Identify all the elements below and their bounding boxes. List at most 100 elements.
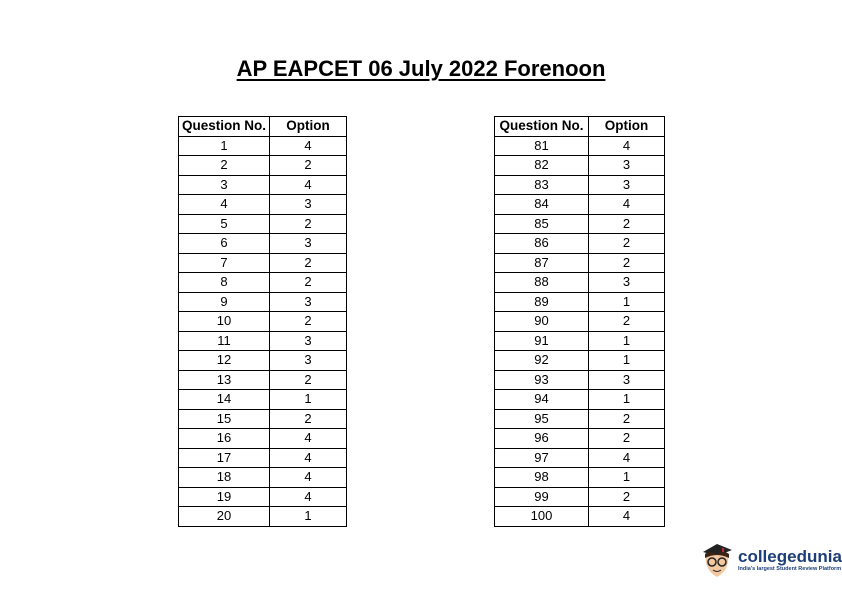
question-no-cell: 98	[494, 467, 589, 488]
option-cell: 4	[269, 174, 347, 195]
table-row: 84 4	[494, 194, 665, 215]
option-cell: 4	[269, 428, 347, 449]
option-cell: 2	[269, 272, 347, 293]
option-cell: 3	[269, 330, 347, 351]
question-no-cell: 12	[178, 350, 270, 371]
table-row: 12 3	[178, 350, 347, 371]
table-row: 10 2	[178, 311, 347, 332]
table-row: 95 2	[494, 408, 665, 429]
table-row: 18 4	[178, 467, 347, 488]
question-no-cell: 92	[494, 350, 589, 371]
option-cell: 1	[588, 389, 665, 410]
collegedunia-logo: collegedunia India's largest Student Revi…	[700, 540, 842, 580]
table-row: 94 1	[494, 389, 665, 410]
option-cell: 4	[269, 486, 347, 507]
option-cell: 4	[588, 135, 665, 156]
question-no-cell: 81	[494, 135, 589, 156]
question-no-cell: 1	[178, 135, 270, 156]
option-cell: 4	[588, 447, 665, 468]
header-question-no: Question No.	[494, 116, 589, 137]
question-no-cell: 6	[178, 233, 270, 254]
question-no-cell: 13	[178, 369, 270, 390]
question-no-cell: 94	[494, 389, 589, 410]
table-row: 89 1	[494, 291, 665, 312]
option-cell: 1	[269, 506, 347, 527]
option-cell: 2	[269, 213, 347, 234]
table-row: 97 4	[494, 447, 665, 468]
table-row: 14 1	[178, 389, 347, 410]
question-no-cell: 91	[494, 330, 589, 351]
option-cell: 3	[269, 233, 347, 254]
question-no-cell: 7	[178, 252, 270, 273]
question-no-cell: 10	[178, 311, 270, 332]
question-no-cell: 84	[494, 194, 589, 215]
option-cell: 2	[588, 486, 665, 507]
table-row: 19 4	[178, 486, 347, 507]
option-cell: 3	[269, 350, 347, 371]
table-row: 93 3	[494, 369, 665, 390]
logo-name: collegedunia	[738, 547, 842, 566]
option-cell: 2	[269, 369, 347, 390]
table-row: 82 3	[494, 155, 665, 176]
table-row: 98 1	[494, 467, 665, 488]
table-row: 87 2	[494, 252, 665, 273]
option-cell: 4	[269, 135, 347, 156]
question-no-cell: 93	[494, 369, 589, 390]
table-row: 15 2	[178, 408, 347, 429]
question-no-cell: 11	[178, 330, 270, 351]
question-no-cell: 9	[178, 291, 270, 312]
table-row: 83 3	[494, 174, 665, 195]
question-no-cell: 16	[178, 428, 270, 449]
question-no-cell: 88	[494, 272, 589, 293]
option-cell: 3	[588, 369, 665, 390]
option-cell: 2	[588, 233, 665, 254]
option-cell: 3	[588, 174, 665, 195]
question-no-cell: 99	[494, 486, 589, 507]
mascot-icon	[703, 544, 732, 577]
table-row: 20 1	[178, 506, 347, 527]
option-cell: 1	[588, 350, 665, 371]
option-cell: 2	[588, 311, 665, 332]
option-cell: 2	[588, 408, 665, 429]
question-no-cell: 100	[494, 506, 589, 527]
answer-key-table-2: Question No. Option 81 4 82 3 83 3 84 4 85 2 86 2 87 2 8…	[494, 116, 665, 527]
table-row: 88 3	[494, 272, 665, 293]
table-row: 17 4	[178, 447, 347, 468]
option-cell: 2	[269, 311, 347, 332]
table-row: 16 4	[178, 428, 347, 449]
question-no-cell: 3	[178, 174, 270, 195]
question-no-cell: 2	[178, 155, 270, 176]
option-cell: 4	[588, 506, 665, 527]
option-cell: 2	[269, 155, 347, 176]
page-title: AP EAPCET 06 July 2022 Forenoon	[236, 56, 606, 81]
question-no-cell: 95	[494, 408, 589, 429]
table-row: 92 1	[494, 350, 665, 371]
option-cell: 4	[588, 194, 665, 215]
option-cell: 3	[269, 291, 347, 312]
option-cell: 1	[269, 389, 347, 410]
question-no-cell: 17	[178, 447, 270, 468]
answer-key-table-1: Question No. Option 1 4 2 2 3 4 4 3 5 2 6 3 7 2 8 2 9 3 10 2 1…	[178, 116, 347, 527]
question-no-cell: 85	[494, 213, 589, 234]
table-row: 86 2	[494, 233, 665, 254]
question-no-cell: 4	[178, 194, 270, 215]
question-no-cell: 19	[178, 486, 270, 507]
table-row: 90 2	[494, 311, 665, 332]
table-row: 13 2	[178, 369, 347, 390]
question-no-cell: 82	[494, 155, 589, 176]
question-no-cell: 14	[178, 389, 270, 410]
question-no-cell: 83	[494, 174, 589, 195]
option-cell: 4	[269, 447, 347, 468]
question-no-cell: 87	[494, 252, 589, 273]
table-row: 85 2	[494, 213, 665, 234]
table-row: 99 2	[494, 486, 665, 507]
question-no-cell: 8	[178, 272, 270, 293]
option-cell: 1	[588, 330, 665, 351]
